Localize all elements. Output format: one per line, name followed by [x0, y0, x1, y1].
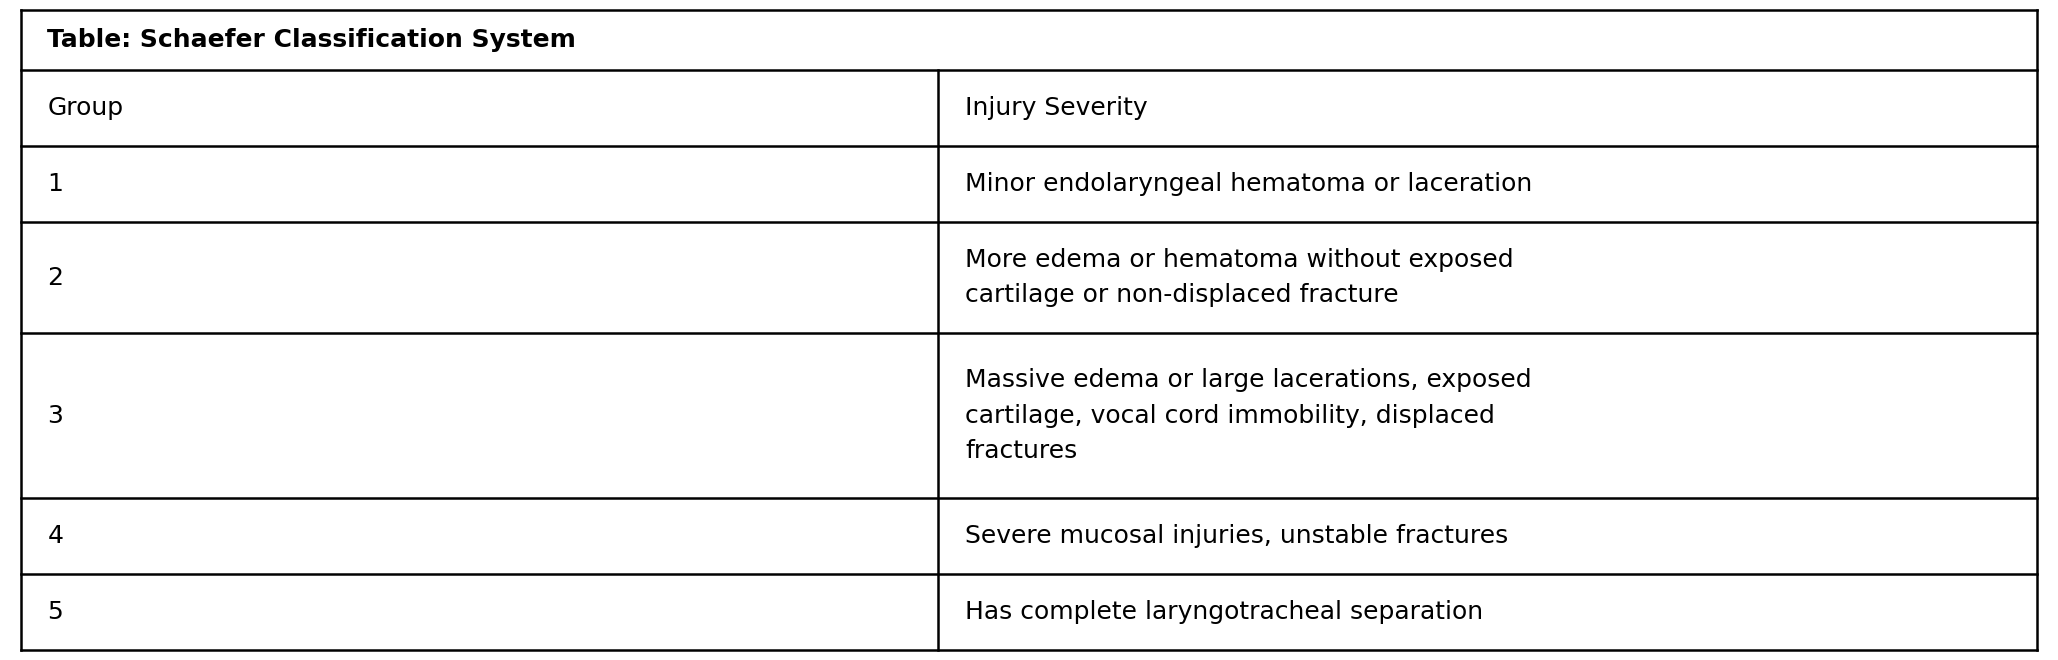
Text: 3: 3 [47, 404, 64, 428]
Text: Injury Severity: Injury Severity [965, 96, 1148, 120]
Text: 4: 4 [47, 524, 64, 548]
Text: Minor endolaryngeal hematoma or laceration: Minor endolaryngeal hematoma or lacerati… [965, 172, 1533, 196]
Text: 5: 5 [47, 600, 64, 624]
Text: Table: Schaefer Classification System: Table: Schaefer Classification System [47, 28, 576, 52]
Text: Has complete laryngotracheal separation: Has complete laryngotracheal separation [965, 600, 1484, 624]
Text: 1: 1 [47, 172, 64, 196]
Text: More edema or hematoma without exposed
cartilage or non-displaced fracture: More edema or hematoma without exposed c… [965, 248, 1513, 308]
Text: 2: 2 [47, 265, 64, 290]
Text: Severe mucosal injuries, unstable fractures: Severe mucosal injuries, unstable fractu… [965, 524, 1509, 548]
Text: Group: Group [47, 96, 123, 120]
Text: Massive edema or large lacerations, exposed
cartilage, vocal cord immobility, di: Massive edema or large lacerations, expo… [965, 368, 1531, 463]
